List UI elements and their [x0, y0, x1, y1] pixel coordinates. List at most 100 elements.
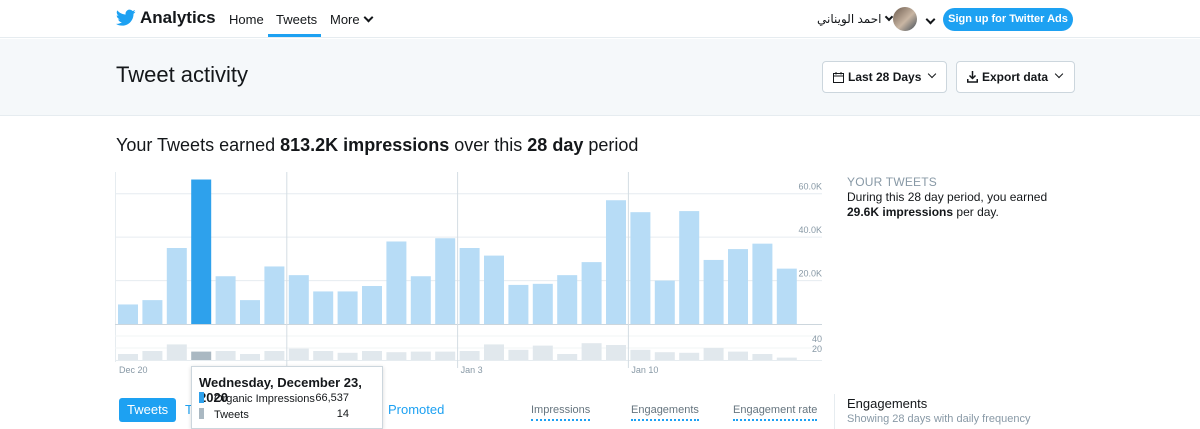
- chevron-down-icon: [1054, 69, 1064, 79]
- impressions-bar: [313, 291, 334, 324]
- y-tick-label: 20: [812, 344, 822, 354]
- impressions-bar: [752, 243, 773, 324]
- twitter-ads-signup-button[interactable]: Sign up for Twitter Ads: [943, 8, 1073, 31]
- impressions-bar: [142, 300, 163, 324]
- tweets-bar: [166, 344, 187, 360]
- column-divider: [834, 394, 835, 429]
- y-tick-label: 20.0K: [798, 269, 822, 279]
- tweets-bar: [288, 348, 309, 360]
- x-tick-label: Jan 10: [631, 365, 658, 375]
- date-range-button[interactable]: Last 28 Days: [822, 61, 947, 93]
- your-tweets-label: YOUR TWEETS: [847, 175, 937, 189]
- nav-more[interactable]: More: [330, 12, 374, 27]
- export-data-button[interactable]: Export data: [956, 61, 1075, 93]
- impressions-bar: [118, 304, 138, 324]
- tooltip-value: 66,537: [315, 392, 349, 404]
- nav-tweets[interactable]: Tweets: [276, 12, 318, 27]
- impressions-bar: [435, 238, 456, 324]
- avatar-menu-toggle[interactable]: [922, 13, 936, 31]
- impressions-bar: [703, 259, 724, 324]
- tweets-bar: [630, 349, 651, 360]
- daily-text-line2: per day.: [956, 205, 999, 219]
- date-range-label: Last 28 Days: [848, 70, 922, 84]
- impressions-bar: [264, 266, 285, 324]
- y-tick-label: 40: [812, 334, 822, 344]
- impressions-bar: [410, 276, 431, 324]
- tweets-bar: [728, 351, 748, 360]
- tweets-bar: [435, 351, 456, 360]
- summary-period: 28 day: [527, 135, 584, 155]
- tweets-bar: [142, 351, 163, 360]
- tweets-bar: [386, 352, 407, 360]
- brand[interactable]: Analytics: [116, 8, 216, 28]
- top-nav: Analytics Home Tweets More احمد الويناني…: [0, 0, 1200, 38]
- tooltip-label: Tweets: [214, 409, 249, 421]
- metric-engagement-rate[interactable]: Engagement rate: [733, 404, 818, 421]
- summary-prefix: Your Tweets earned: [116, 135, 276, 155]
- y-tick-label: 60.0K: [798, 182, 822, 192]
- account-username: احمد الويناني: [817, 12, 882, 26]
- tweets-bar: [703, 348, 724, 360]
- avatar[interactable]: [893, 7, 917, 31]
- nav-active-indicator: [268, 34, 321, 37]
- impressions-bar: [557, 275, 578, 324]
- engagements-subtitle: Showing 28 days with daily frequency: [847, 413, 1031, 425]
- impressions-bar: [215, 276, 236, 324]
- impressions-bar: [654, 280, 675, 324]
- x-tick-label: Dec 20: [119, 365, 148, 375]
- tweets-bar: [679, 352, 700, 360]
- metric-engagements[interactable]: Engagements: [631, 404, 699, 421]
- metric-impressions[interactable]: Impressions: [531, 404, 591, 421]
- daily-impressions-text: During this 28 day period, you earned 29…: [847, 190, 1077, 220]
- tweets-bar: [654, 352, 675, 360]
- chart-tooltip: Wednesday, December 23, 2020 Organic Imp…: [191, 366, 383, 429]
- impressions-bar: [386, 241, 407, 324]
- brand-name: Analytics: [140, 8, 216, 27]
- tweets-bar: [410, 351, 431, 360]
- tooltip-label: Organic Impressions: [214, 393, 315, 405]
- summary-middle: over this: [454, 135, 523, 155]
- tooltip-row-tweets: Tweets 14: [199, 408, 375, 421]
- summary-suffix: period: [588, 135, 639, 155]
- download-icon: [967, 71, 978, 83]
- impressions-bar: [288, 275, 309, 324]
- tweets-bar: [264, 351, 285, 360]
- chevron-down-icon: [363, 12, 374, 23]
- tweets-bar: [606, 345, 626, 360]
- tweets-bar: [191, 351, 212, 360]
- impressions-bar: [606, 200, 626, 324]
- chevron-down-icon: [925, 14, 936, 25]
- x-tick-label: Jan 3: [461, 365, 483, 375]
- impressions-bar: [484, 255, 504, 324]
- chevron-down-icon: [928, 69, 937, 79]
- tab-top-tweets[interactable]: T: [185, 402, 193, 417]
- impressions-bar: [679, 211, 700, 324]
- page-title: Tweet activity: [116, 62, 249, 87]
- twitter-bird-icon: [116, 9, 136, 26]
- impressions-bar: [776, 268, 797, 324]
- impressions-bar: [362, 286, 382, 324]
- calendar-icon: [833, 71, 844, 83]
- impressions-bar: [240, 300, 260, 324]
- daily-text-line1: During this 28 day period, you earned: [847, 190, 1048, 204]
- tweets-bar: [508, 349, 529, 360]
- impressions-bar: [630, 212, 651, 324]
- tweets-bar: [484, 344, 504, 360]
- nav-more-label: More: [330, 12, 360, 27]
- legend-swatch-tweets: [199, 408, 204, 419]
- tweets-bar: [313, 351, 334, 360]
- account-menu[interactable]: احمد الويناني: [817, 12, 894, 26]
- tweets-bar: [532, 345, 553, 360]
- tab-promoted[interactable]: Promoted: [388, 402, 445, 417]
- daily-impressions-value: 29.6K impressions: [847, 205, 954, 219]
- tooltip-row-impressions: Organic Impressions 66,537: [199, 392, 375, 405]
- tweets-bar: [581, 343, 602, 360]
- impressions-summary: Your Tweets earned 813.2K impressions ov…: [116, 135, 638, 156]
- engagements-title: Engagements: [847, 396, 928, 411]
- nav-home[interactable]: Home: [229, 12, 264, 27]
- tooltip-date: Wednesday, December 23, 2020: [199, 375, 362, 405]
- impressions-bar: [728, 249, 748, 324]
- tab-tweets[interactable]: Tweets: [119, 398, 177, 422]
- tweets-bar: [118, 354, 138, 360]
